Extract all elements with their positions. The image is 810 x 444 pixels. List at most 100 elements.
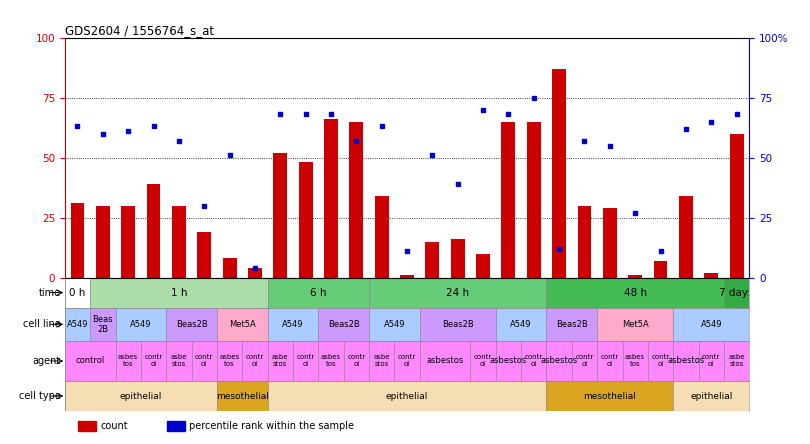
Text: asbestos: asbestos [667,357,705,365]
Text: 48 h: 48 h [624,288,646,297]
Bar [724,341,749,381]
Text: contr
ol: contr ol [702,354,720,368]
Bar [248,268,262,278]
Bar [318,308,369,341]
Bar [141,341,166,381]
Text: 0 h: 0 h [70,288,86,297]
Bar [217,308,267,341]
Bar [375,196,389,278]
Bar [578,206,591,278]
Bar [324,119,338,278]
Text: contr
ol: contr ol [296,354,315,368]
Text: Beas2B: Beas2B [556,320,588,329]
Text: contr
ol: contr ol [245,354,264,368]
Text: mesothelial: mesothelial [583,392,637,400]
Bar [116,341,141,381]
Bar [65,308,90,341]
Text: asbe
stos: asbe stos [272,354,288,368]
Bar [623,341,648,381]
Bar [679,196,693,278]
Bar [267,278,369,308]
Bar [547,381,673,411]
Bar [572,341,597,381]
Text: asbes
tos: asbes tos [220,354,240,368]
Bar [191,341,217,381]
Bar [648,341,673,381]
Bar [223,258,237,278]
Text: contr
ol: contr ol [525,354,543,368]
Bar [217,341,242,381]
Text: contr
ol: contr ol [575,354,594,368]
Text: 1 h: 1 h [171,288,187,297]
Text: contr
ol: contr ol [144,354,163,368]
Text: A549: A549 [701,320,722,329]
Text: mesothelial: mesothelial [215,392,269,400]
Text: GDS2604 / 1556764_s_at: GDS2604 / 1556764_s_at [65,24,214,36]
Bar [501,122,515,278]
Text: Met5A: Met5A [622,320,649,329]
Text: Beas
2B: Beas 2B [92,315,113,334]
Text: 6 h: 6 h [310,288,326,297]
Text: A549: A549 [384,320,405,329]
Text: asbe
stos: asbe stos [728,354,745,368]
Text: epithelial: epithelial [386,392,428,400]
Bar [450,239,465,278]
Text: contr
ol: contr ol [651,354,670,368]
Bar [299,163,313,278]
Text: asbestos: asbestos [540,357,578,365]
Bar [343,341,369,381]
Bar [673,341,698,381]
Bar [400,275,414,278]
Bar [166,308,217,341]
Text: cell type: cell type [19,391,61,401]
Bar [122,206,135,278]
Text: contr
ol: contr ol [474,354,492,368]
Bar [369,308,420,341]
Text: asbes
tos: asbes tos [321,354,341,368]
Bar [471,341,496,381]
Bar [369,341,394,381]
Text: contr
ol: contr ol [398,354,416,368]
Text: control: control [75,357,104,365]
Text: Met5A: Met5A [229,320,256,329]
Bar [96,206,110,278]
Bar [547,308,597,341]
Bar [369,278,547,308]
Bar [597,341,623,381]
Text: Beas2B: Beas2B [441,320,474,329]
Bar [547,341,572,381]
Text: A549: A549 [130,320,151,329]
Bar [724,278,749,308]
Bar [547,278,724,308]
Bar [526,122,541,278]
Bar [147,184,160,278]
Bar [394,341,420,381]
Bar [65,341,116,381]
Bar [704,273,718,278]
Bar [597,308,673,341]
Bar [267,381,547,411]
Bar [349,122,364,278]
Bar [673,308,749,341]
Bar [654,261,667,278]
Bar [629,275,642,278]
Bar [730,134,744,278]
Bar [293,341,318,381]
Text: contr
ol: contr ol [195,354,213,368]
Text: Beas2B: Beas2B [328,320,360,329]
Bar [420,341,471,381]
Bar [65,381,217,411]
Bar [496,341,521,381]
Bar [242,341,267,381]
Bar [267,308,318,341]
Bar [318,341,343,381]
Bar [172,206,185,278]
Bar [198,232,211,278]
Text: contr
ol: contr ol [601,354,619,368]
Text: time: time [39,288,61,297]
Text: A549: A549 [66,320,88,329]
Bar [70,203,84,278]
Bar [425,242,439,278]
Bar [673,381,749,411]
Text: Beas2B: Beas2B [176,320,207,329]
